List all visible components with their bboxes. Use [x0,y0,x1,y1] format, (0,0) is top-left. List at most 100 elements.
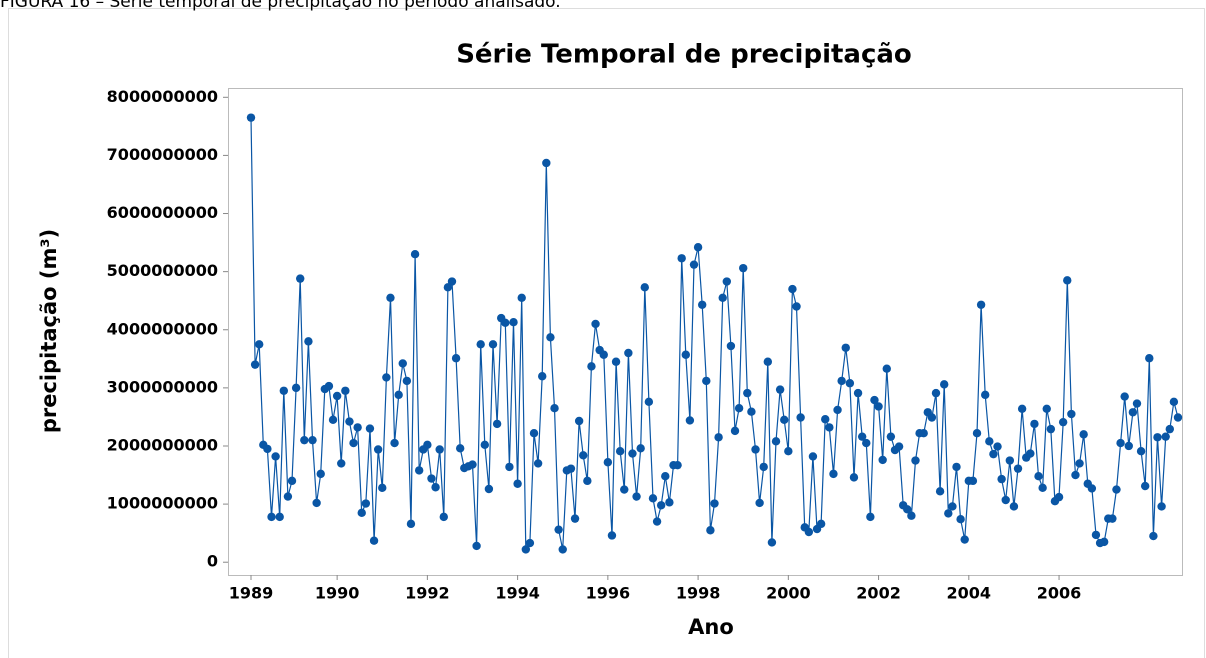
data-point [1046,424,1056,434]
data-point [1116,438,1125,448]
data-point [931,388,941,398]
data-point [1038,483,1047,493]
data-point [968,476,978,486]
y-tick-label: 5000000000 [107,261,218,280]
caption: FIGURA 16 – Série temporal de precipitaç… [0,0,561,12]
data-point [468,460,477,469]
data-point [833,405,842,415]
data-point [886,432,896,441]
data-point [525,538,535,548]
x-tick-label: 1996 [586,584,631,603]
data-point [1075,459,1084,468]
data-point [804,527,814,537]
data-point [775,385,785,394]
data-point [767,538,777,547]
figure-frame [8,8,1205,658]
data-point [989,449,998,459]
data-point [255,340,264,349]
data-point [476,340,485,349]
data-point [1120,392,1129,401]
data-point [1058,417,1068,427]
data-point [993,442,1002,451]
data-point [579,451,588,460]
data-point [714,433,723,442]
x-tick-label: 1994 [495,584,540,603]
data-point [972,429,982,438]
data-point [710,499,719,508]
data-point [492,419,502,429]
y-tick-label: 4000000000 [107,319,218,338]
data-point [677,254,686,263]
data-point [1136,447,1146,456]
data-point [997,474,1006,484]
data-point [1091,530,1101,540]
data-point [718,293,727,302]
data-point [558,545,567,554]
data-point [894,442,904,451]
data-point [841,343,850,352]
x-tick-label: 2000 [766,584,811,603]
data-point [648,494,658,503]
data-point [1124,441,1133,451]
data-point [636,444,645,453]
data-point [632,492,641,501]
data-point [808,452,818,461]
data-point [907,511,916,520]
data-point [1013,464,1023,473]
data-point [423,440,432,450]
data-point [328,415,338,425]
y-tick-label: 2000000000 [107,435,218,454]
data-point [620,485,629,494]
data-point [521,545,531,554]
data-point [693,243,703,252]
data-point [480,440,490,450]
data-point [874,402,883,411]
data-point [911,456,920,465]
data-point [722,277,732,286]
data-point [406,519,416,529]
data-point [1161,432,1170,441]
data-point [1071,470,1080,480]
data-point [878,455,887,465]
data-point [640,283,649,292]
data-point [410,250,420,259]
data-point [332,391,342,401]
data-point [373,445,383,454]
data-point [394,390,403,400]
data-point [361,499,371,508]
data-point [583,476,592,486]
y-axis-label: precipitação (m³) [37,229,61,433]
data-point [857,432,867,441]
data-point [316,469,325,479]
chart-title: Série Temporal de precipitação [456,40,912,70]
data-point [1054,492,1064,502]
data-point [837,376,846,386]
data-point [1017,404,1027,413]
data-point [587,362,596,371]
data-point [246,113,256,122]
data-point [250,360,260,369]
data-point [771,437,781,446]
data-point [747,407,756,416]
x-tick-label: 1998 [676,584,721,603]
data-point [599,350,608,359]
data-point [628,449,637,458]
data-point [546,333,555,342]
data-point [341,386,350,395]
data-point [283,492,293,501]
data-point [447,277,457,286]
data-point [656,501,666,510]
data-point [443,283,453,292]
data-point [821,415,830,424]
data-point [1173,413,1183,422]
data-point [414,466,424,475]
x-tick-label: 2006 [1037,584,1082,603]
x-tick-label: 1990 [315,584,360,603]
data-point [390,438,399,448]
data-point [685,416,695,425]
data-point [509,318,518,327]
data-point [1128,408,1138,417]
data-point [755,498,764,508]
data-point [624,348,633,358]
data-point [300,435,309,445]
